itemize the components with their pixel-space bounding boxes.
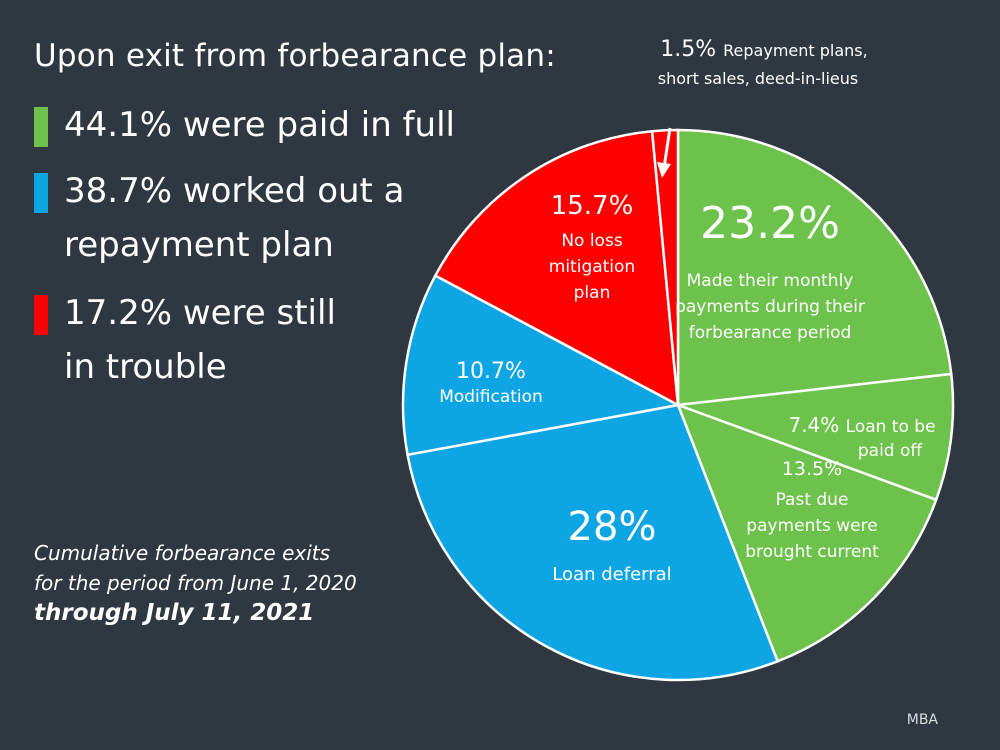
slice-desc: Loan deferral	[552, 564, 671, 585]
slice-pct: 10.7%	[456, 359, 526, 384]
source-label: MBA	[906, 712, 938, 728]
slice-desc: Repayment plans,	[723, 41, 868, 60]
slice-desc: forbearance period	[689, 323, 852, 343]
slice-pct: 15.7%	[551, 191, 634, 221]
slice-desc: Past due	[776, 490, 849, 510]
blue-swatch	[34, 173, 48, 213]
stat-repayment-plan: 38.7% worked out a repayment plan	[34, 164, 405, 272]
slice-desc: Modification	[439, 387, 543, 407]
slice-pct: 7.4%	[788, 413, 845, 437]
note-line-bold: through July 11, 2021	[34, 600, 315, 626]
stat-line: 17.2% were still	[64, 293, 336, 333]
slice-desc: No loss	[561, 231, 623, 251]
pie-slice	[677, 372, 955, 502]
stat-paid-in-full: 44.1% were paid in full	[34, 98, 455, 152]
slice-desc: plan	[574, 283, 611, 303]
note-line: Cumulative forbearance exits	[34, 541, 331, 565]
green-swatch	[34, 107, 48, 147]
stat-line: 38.7% worked out a	[64, 171, 405, 211]
slice-pct: 1.5%	[660, 37, 723, 62]
slice-label: 7.4% Loan to be	[788, 413, 935, 437]
slice-desc: payments during their	[675, 297, 865, 317]
red-swatch	[34, 295, 48, 335]
pointer-arrowhead	[657, 162, 671, 178]
pie-slice	[650, 128, 680, 406]
pie-slice	[433, 129, 680, 408]
slice-desc: brought current	[745, 542, 879, 562]
pie-slice	[675, 402, 938, 663]
pie-slice	[676, 128, 953, 407]
slice-desc: payments were	[746, 516, 877, 536]
pie-slice	[406, 403, 780, 682]
slice-desc: short sales, deed-in-lieus	[658, 69, 858, 88]
stat-line: in trouble	[64, 347, 227, 387]
chart-title: Upon exit from forbearance plan:	[34, 38, 556, 74]
period-note: Cumulative forbearance exits for the per…	[34, 538, 357, 628]
slice-pct: 23.2%	[700, 198, 840, 249]
note-line: for the period from June 1, 2020	[34, 571, 357, 595]
slice-pct: 28%	[568, 504, 657, 550]
slice-desc: mitigation	[549, 257, 635, 277]
stat-line: repayment plan	[64, 225, 334, 265]
stat-line: 44.1% were paid in full	[64, 105, 455, 145]
slice-desc: Made their monthly	[687, 271, 854, 291]
stat-still-in-trouble: 17.2% were still in trouble	[34, 286, 336, 394]
pointer-arrow	[662, 127, 672, 169]
slice-desc: paid off	[858, 441, 924, 461]
slice-label: 1.5% Repayment plans,	[660, 37, 867, 62]
slice-desc: Loan to be	[846, 417, 936, 437]
slice-pct: 13.5%	[782, 458, 842, 480]
pie-slice	[401, 273, 682, 457]
